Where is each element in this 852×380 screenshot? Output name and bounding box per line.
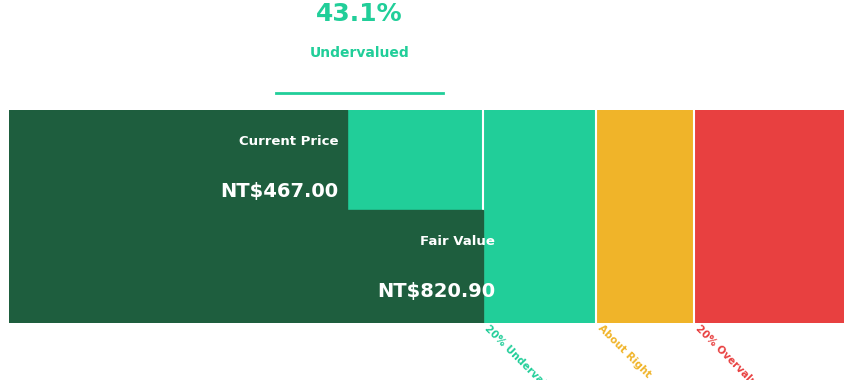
- Text: About Right: About Right: [596, 323, 652, 380]
- Bar: [482, 110, 596, 323]
- Text: NT$820.90: NT$820.90: [377, 282, 494, 301]
- Text: 20% Overvalued: 20% Overvalued: [694, 323, 768, 380]
- Text: NT$467.00: NT$467.00: [221, 182, 338, 201]
- Bar: [9, 110, 482, 323]
- Bar: [694, 110, 843, 323]
- Text: Current Price: Current Price: [239, 135, 338, 148]
- Text: Fair Value: Fair Value: [420, 235, 494, 248]
- Bar: [9, 110, 347, 223]
- Bar: [596, 110, 694, 323]
- Bar: [9, 210, 482, 323]
- Text: 20% Undervalued: 20% Undervalued: [482, 323, 562, 380]
- Text: Undervalued: Undervalued: [309, 46, 409, 60]
- Text: 43.1%: 43.1%: [316, 2, 402, 26]
